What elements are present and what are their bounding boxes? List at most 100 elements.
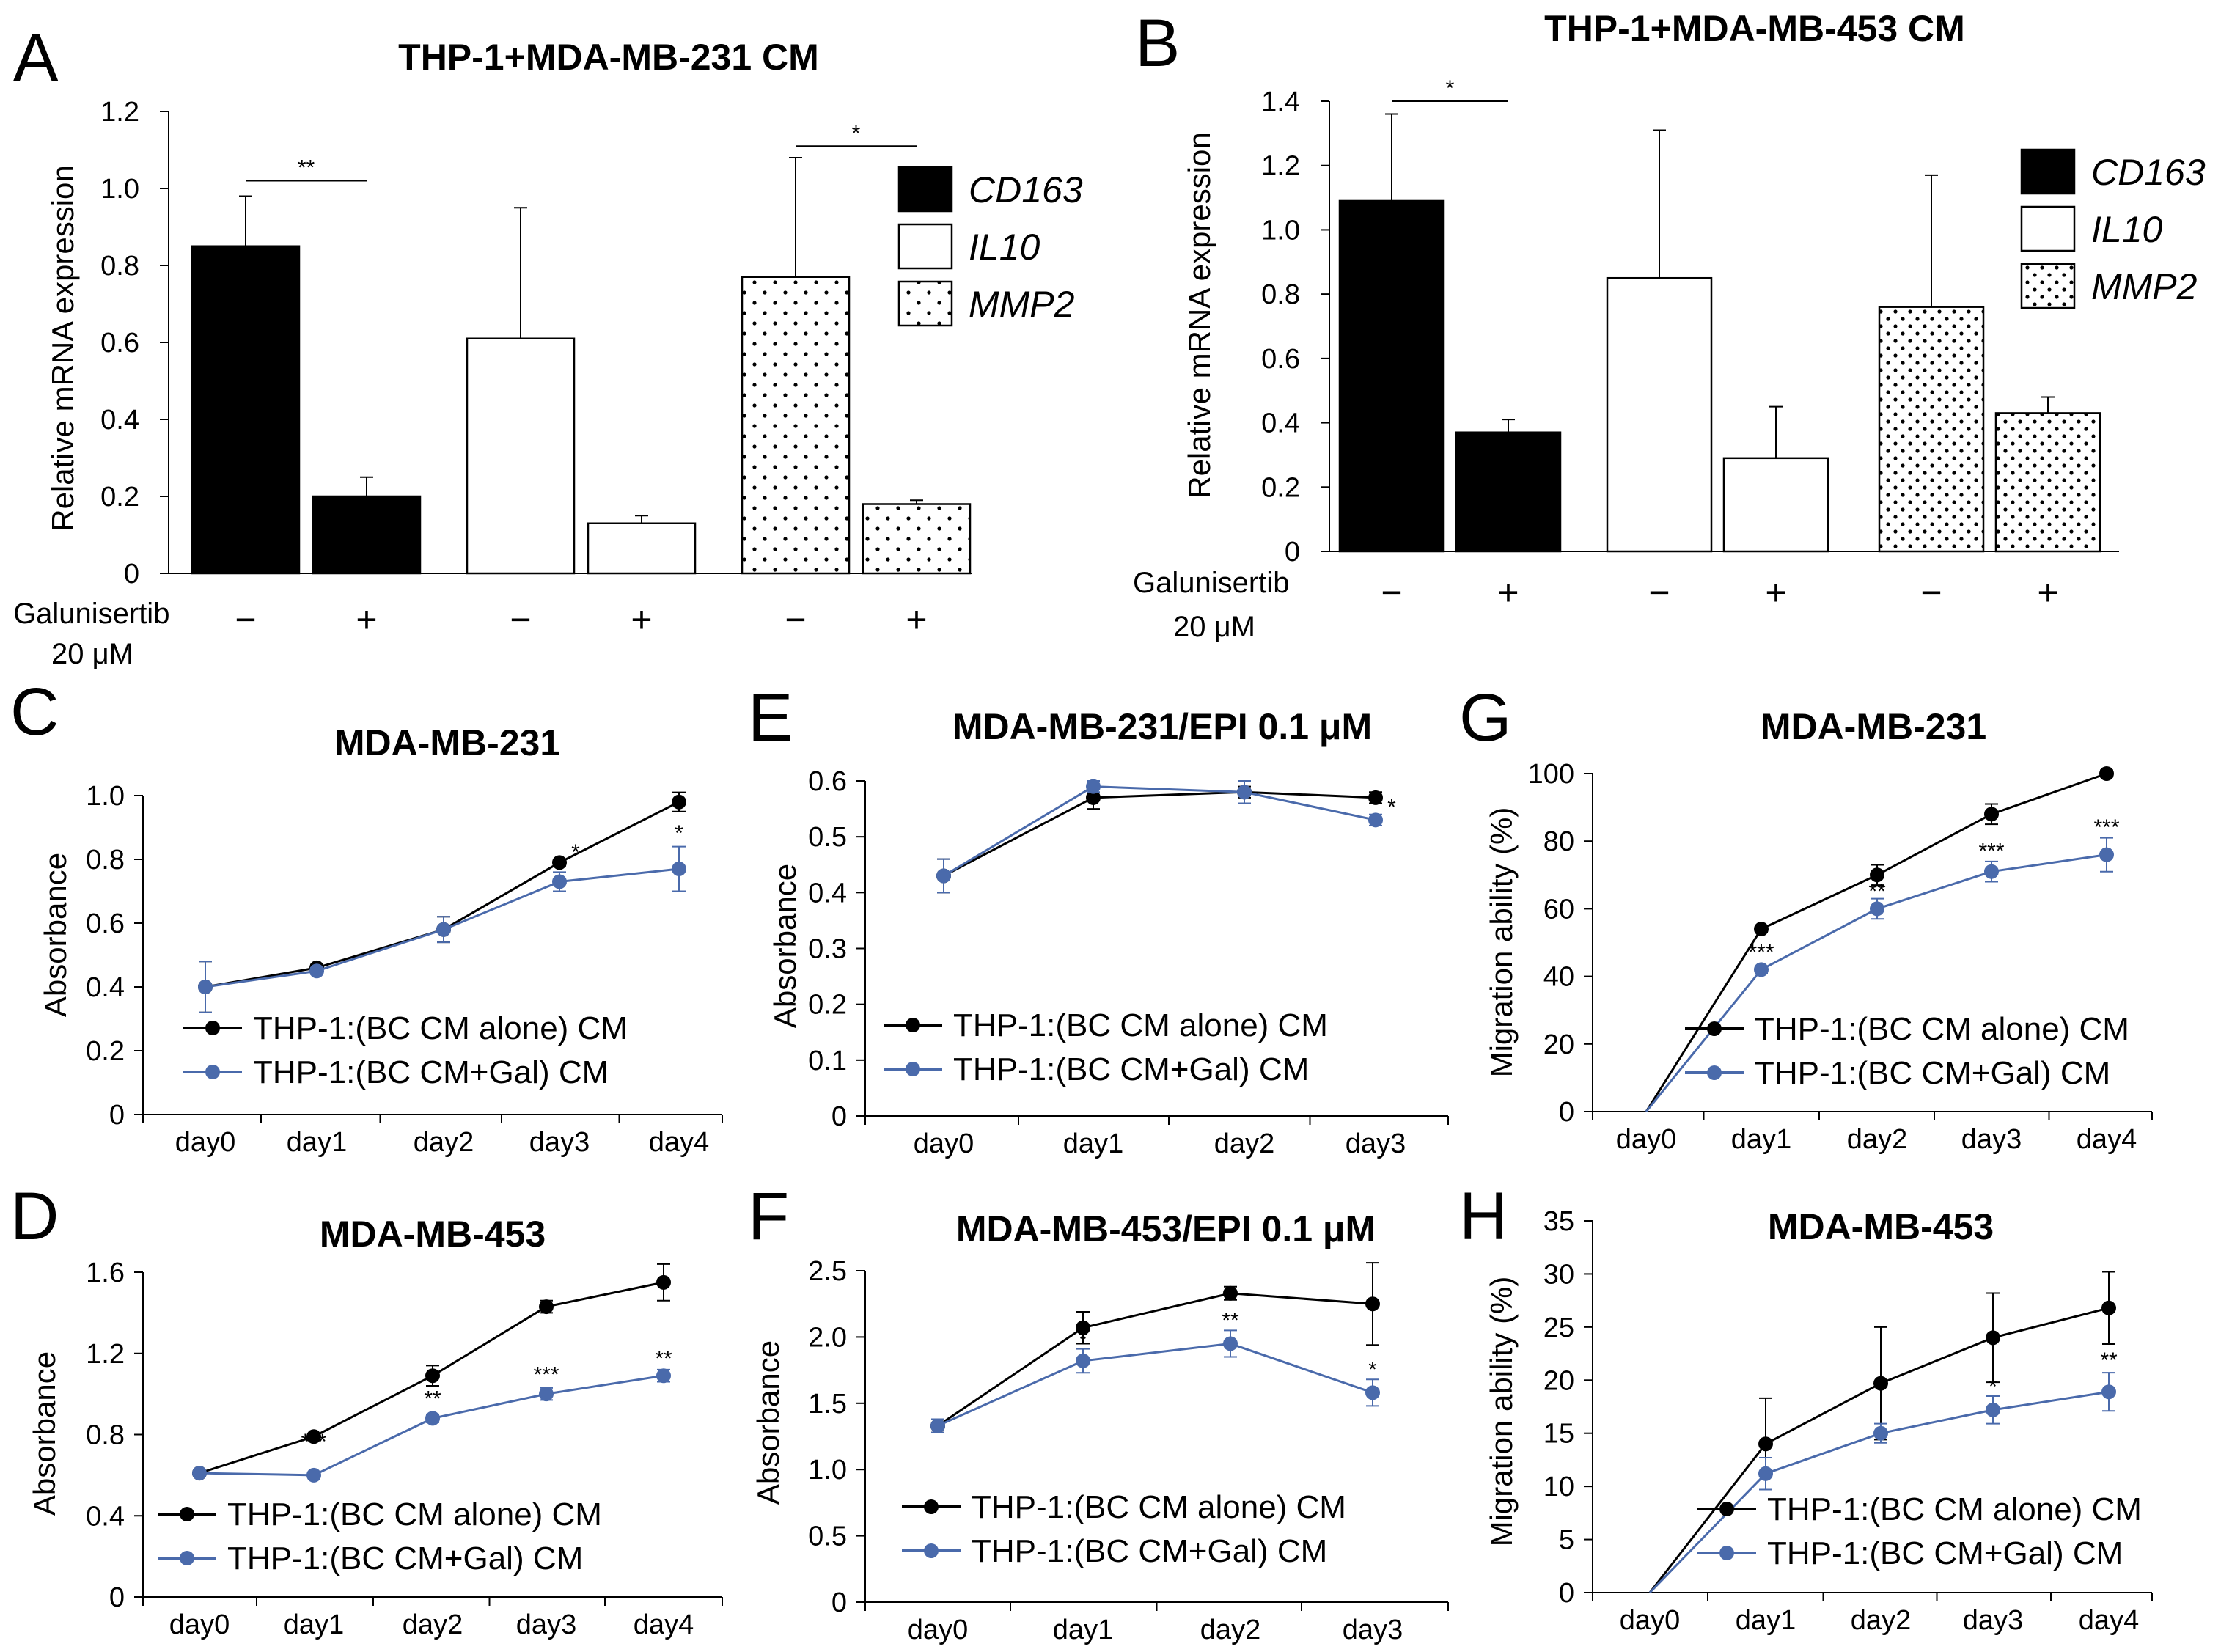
y-tick-label: 0.8 xyxy=(86,1420,125,1451)
y-axis-label: Relative mRNA expression xyxy=(45,165,80,532)
y-axis-label: Absorbance xyxy=(27,1351,62,1516)
data-point-gal xyxy=(552,874,567,889)
legend-label-gal: THP-1:(BC CM+Gal) CM xyxy=(972,1533,1327,1569)
data-point-alone xyxy=(1365,1296,1380,1312)
bar-il10-minus xyxy=(1606,276,1713,553)
y-tick-label: 30 xyxy=(1543,1259,1574,1290)
x-tick-label: day0 xyxy=(908,1615,968,1645)
chart-title: MDA-MB-453 xyxy=(1768,1206,1994,1247)
panel-letter-e: E xyxy=(748,680,793,755)
data-point-gal xyxy=(930,1418,945,1433)
y-tick-label: 40 xyxy=(1543,962,1574,993)
y-tick-label: 60 xyxy=(1543,894,1574,925)
condition-label: − xyxy=(510,599,531,640)
y-tick-label: 0 xyxy=(832,1587,847,1618)
data-point-gal xyxy=(936,868,951,884)
data-point-alone xyxy=(672,794,686,810)
significance-label: ** xyxy=(1222,1309,1239,1333)
data-point-alone xyxy=(2099,766,2114,781)
x-tick-label: day4 xyxy=(634,1609,694,1640)
legend-label-alone: THP-1:(BC CM alone) CM xyxy=(1755,1011,2129,1047)
data-point-alone xyxy=(2101,1300,2116,1315)
significance-label: *** xyxy=(1978,839,2004,863)
x-tick-label: day0 xyxy=(169,1609,230,1640)
y-axis-label: Migration ability (%) xyxy=(1484,1277,1519,1547)
condition-label: + xyxy=(631,599,652,640)
data-point-alone xyxy=(539,1299,554,1315)
legend-label-alone: THP-1:(BC CM alone) CM xyxy=(253,1010,628,1046)
data-point-gal xyxy=(1237,785,1252,800)
panel-h: MDA-MB-453 Migration ability (%) 0 5 10 15 20 2… xyxy=(1484,1206,2153,1636)
legend-marker-gal xyxy=(180,1551,194,1565)
significance-label: ** xyxy=(1868,880,1886,904)
x-tick-label: day1 xyxy=(287,1127,347,1158)
legend-swatch-cd163 xyxy=(897,166,953,213)
significance-label: *** xyxy=(301,1430,326,1454)
y-tick-label: 0 xyxy=(124,559,139,590)
y-tick-label: 5 xyxy=(1559,1525,1574,1556)
y-tick-label: 0.2 xyxy=(1261,472,1300,503)
data-point-gal xyxy=(2101,1384,2116,1400)
chart-title: MDA-MB-453 xyxy=(320,1214,546,1255)
data-point-gal xyxy=(1986,1402,2000,1417)
bar-cd163-plus xyxy=(312,495,422,575)
panel-letter-b: B xyxy=(1135,6,1180,81)
x-tick-label: day4 xyxy=(2077,1124,2137,1155)
significance-label: *** xyxy=(1748,941,1774,965)
panel-letter-d: D xyxy=(10,1179,59,1254)
x-tick-label: day1 xyxy=(1731,1124,1791,1155)
data-point-gal xyxy=(1086,779,1101,794)
chart-title: MDA-MB-231/EPI 0.1 μM xyxy=(952,706,1372,747)
panel-e: MDA-MB-231/EPI 0.1 μM Absorbance 0 0.1 0.2 0.… xyxy=(768,706,1449,1159)
significance-label: * xyxy=(852,121,861,145)
legend-marker-alone xyxy=(924,1499,939,1514)
data-point-alone xyxy=(306,1429,321,1444)
y-tick-label: 0.2 xyxy=(808,990,847,1021)
y-tick-label: 0.8 xyxy=(100,251,139,282)
y-tick-label: 0.2 xyxy=(86,1036,125,1067)
x-tick-label: day3 xyxy=(1963,1605,2023,1636)
chart-title: MDA-MB-231 xyxy=(1761,706,1986,747)
legend-swatch-mmp2 xyxy=(2020,263,2076,309)
condition-label: − xyxy=(1381,572,1402,613)
x-tick-label: day1 xyxy=(1063,1128,1123,1159)
x-tick-label: day2 xyxy=(1200,1615,1260,1645)
significance-label: * xyxy=(675,821,683,845)
y-tick-label: 0.4 xyxy=(100,405,139,436)
galunisertib-label-a: Galunisertib xyxy=(13,598,169,630)
legend-label-il10: IL10 xyxy=(2091,209,2163,250)
data-point-alone xyxy=(552,855,567,870)
y-tick-label: 1.2 xyxy=(86,1339,125,1370)
panels-container: THP-1+MDA-MB-231 CM Relative mRNA express… xyxy=(27,8,2206,1645)
x-tick-label: day0 xyxy=(914,1128,974,1159)
y-axis-label: Absorbance xyxy=(751,1340,785,1505)
significance-label: *** xyxy=(2093,815,2119,840)
y-tick-label: 100 xyxy=(1528,759,1574,790)
x-tick-label: day2 xyxy=(1847,1124,1907,1155)
x-tick-label: day2 xyxy=(414,1127,474,1158)
y-tick-label: 1.0 xyxy=(1261,215,1300,246)
data-point-gal xyxy=(1870,901,1884,917)
x-tick-label: day3 xyxy=(516,1609,576,1640)
y-tick-label: 0.4 xyxy=(86,1501,125,1532)
legend-label-alone: THP-1:(BC CM alone) CM xyxy=(972,1489,1346,1525)
series-line-alone xyxy=(943,790,1376,877)
data-point-gal xyxy=(2099,847,2114,862)
legend-marker-gal xyxy=(924,1543,939,1558)
galunisertib-label-b: Galunisertib xyxy=(1133,567,1289,599)
significance-label: ** xyxy=(298,156,315,180)
legend-marker-gal xyxy=(906,1062,920,1076)
y-tick-label: 10 xyxy=(1543,1472,1574,1502)
panel-c: MDA-MB-231 Absorbance 0 0.2 0.4 0.6 0.8 1.0 day0… xyxy=(38,722,723,1158)
x-tick-label: day2 xyxy=(403,1609,463,1640)
y-tick-label: 0.4 xyxy=(1261,408,1300,439)
galunisertib-dose-b: 20 μM xyxy=(1173,611,1255,643)
legend-label-mmp2: MMP2 xyxy=(969,284,1075,325)
panel-d: MDA-MB-453 Absorbance 0 0.4 0.8 1.2 1.6 day0 day… xyxy=(27,1214,723,1640)
legend-marker-gal xyxy=(205,1065,220,1079)
significance-label: ** xyxy=(424,1387,441,1411)
y-tick-label: 80 xyxy=(1543,826,1574,857)
legend-label-cd163: CD163 xyxy=(2091,152,2206,193)
legend-swatch-il10 xyxy=(897,223,953,270)
data-point-gal xyxy=(425,1411,440,1426)
